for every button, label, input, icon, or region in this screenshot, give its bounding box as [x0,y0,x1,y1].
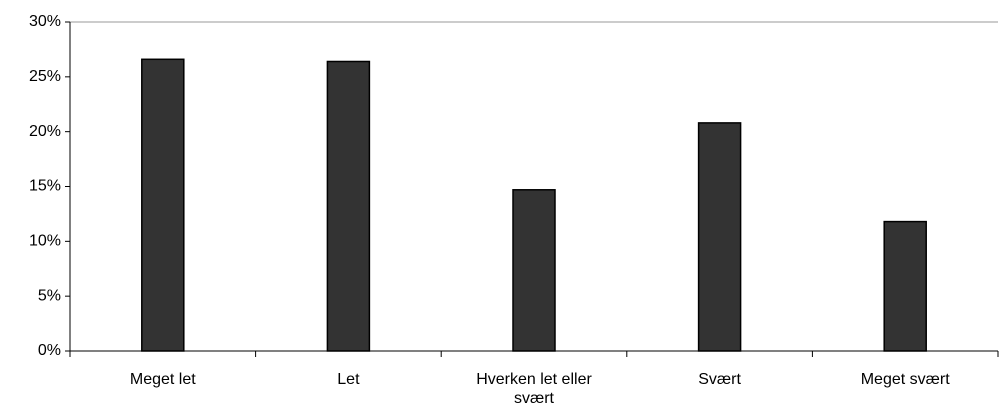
y-tick-label: 25% [29,68,61,85]
x-tick-label: Meget let [129,371,196,388]
y-tick-label: 30% [29,13,61,30]
x-tick-label: Meget svært [860,371,950,388]
bar [512,189,556,352]
bar [883,220,927,352]
y-tick-label: 10% [29,233,61,250]
x-tick-label: Hverken let eller svært [476,371,592,407]
x-tick-label: Svært [698,371,741,388]
bar [326,60,371,352]
y-tick-label: 0% [38,342,61,359]
y-tick-label: 20% [29,123,61,140]
y-tick-label: 15% [29,178,61,195]
bar [697,122,742,352]
bar [141,58,185,352]
x-tick-label: Let [337,371,360,388]
y-tick-label: 5% [38,287,61,304]
